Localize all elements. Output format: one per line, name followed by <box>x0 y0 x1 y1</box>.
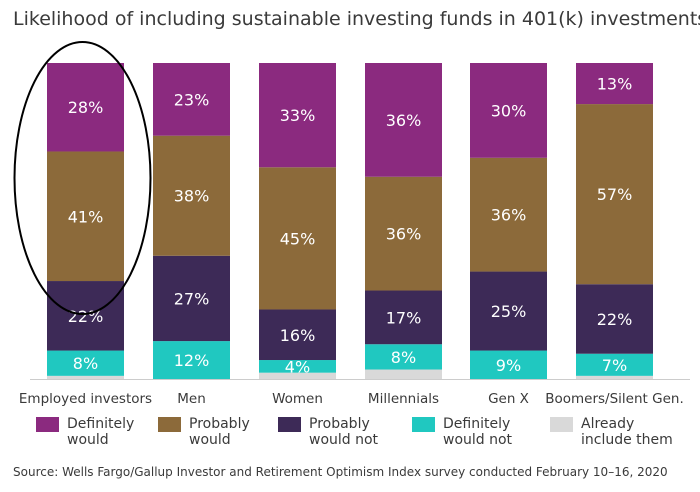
data-label: 17% <box>386 308 422 327</box>
data-label: 30% <box>491 101 527 120</box>
bar-segment-definitely-would-not <box>47 350 124 376</box>
legend-label: Probably would not <box>309 416 379 448</box>
bar-segment-already-include <box>365 369 442 379</box>
bar-segment-probably-would-not <box>47 281 124 351</box>
bar-segment-probably-would-not <box>365 290 442 345</box>
data-label: 25% <box>491 302 527 321</box>
bar-segment-definitely-would-not <box>470 350 547 379</box>
data-label: 45% <box>280 229 316 248</box>
highlight-ellipse <box>13 41 152 315</box>
bar-segment-definitely-would <box>470 63 547 158</box>
legend-swatch <box>412 417 435 432</box>
stacked-bar-chart: 8% 22% 41% 28% Employed investors 12% 27% 38% 23… <box>13 41 690 407</box>
legend-item-probably-would-not: Probably would not <box>278 416 378 448</box>
bar-segment-probably-would <box>153 135 230 256</box>
bar-segment-probably-would-not <box>470 271 547 351</box>
chart-legend: Definitely would Probably would Probably w… <box>36 416 696 456</box>
legend-item-probably-would: Probably would <box>158 416 250 448</box>
legend-item-already-include: Already include them <box>550 416 673 448</box>
data-label: 8% <box>391 348 416 367</box>
data-label: 9% <box>496 356 521 375</box>
category-label: Boomers/Silent Gen. <box>545 391 684 407</box>
bar-segment-probably-would-not <box>259 309 336 361</box>
data-label: 22% <box>597 310 633 329</box>
data-label: 36% <box>386 225 422 244</box>
legend-label: Definitely would <box>67 416 135 448</box>
data-label: 38% <box>174 187 210 206</box>
bar-segment-definitely-would <box>365 63 442 177</box>
legend-label: Definitely would not <box>443 416 513 448</box>
bar-segment-already-include <box>47 375 124 379</box>
category-label: Employed investors <box>19 391 152 407</box>
bar-segment-already-include <box>576 375 653 379</box>
category-label: Gen X <box>488 391 529 407</box>
legend-label: Probably would <box>189 416 250 448</box>
data-label: 33% <box>280 106 316 125</box>
legend-swatch <box>36 417 59 432</box>
data-label: 36% <box>491 206 527 225</box>
data-label: 23% <box>174 90 210 109</box>
data-label: 4% <box>285 357 310 376</box>
data-label: 7% <box>602 356 627 375</box>
bar-segment-definitely-would <box>259 63 336 168</box>
data-label: 27% <box>174 289 210 308</box>
legend-swatch <box>550 417 573 432</box>
category-label: Millennials <box>368 391 439 407</box>
bar-segment-already-include <box>259 372 336 379</box>
bar-segment-probably-would-not <box>153 255 230 342</box>
data-label: 13% <box>597 75 633 94</box>
bar-segment-definitely-would-not <box>576 353 653 376</box>
bar-segment-definitely-would-not <box>365 344 442 370</box>
legend-swatch <box>158 417 181 432</box>
bar-segment-probably-would <box>576 104 653 285</box>
bar-segment-probably-would-not <box>576 284 653 354</box>
source-note: Source: Wells Fargo/Gallup Investor and … <box>13 465 668 479</box>
data-label: 57% <box>597 185 633 204</box>
data-label: 16% <box>280 326 316 345</box>
data-label: 8% <box>73 354 98 373</box>
data-label: 36% <box>386 111 422 130</box>
bar-segment-definitely-would <box>47 63 124 152</box>
bar-segment-probably-would <box>470 157 547 272</box>
bar-segment-probably-would <box>259 167 336 310</box>
data-label: 28% <box>68 98 104 117</box>
category-label: Women <box>272 391 323 407</box>
data-label: 41% <box>68 207 104 226</box>
bar-segment-definitely-would-not <box>259 360 336 373</box>
legend-label: Already include them <box>581 416 673 448</box>
legend-item-definitely-would-not: Definitely would not <box>412 416 512 448</box>
data-label: 12% <box>174 351 210 370</box>
bar-segment-definitely-would <box>576 63 653 105</box>
chart-title: Likelihood of including sustainable inve… <box>13 8 700 30</box>
category-label: Men <box>177 391 206 407</box>
bar-segment-definitely-would-not <box>153 341 230 379</box>
legend-swatch <box>278 417 301 432</box>
legend-item-definitely-would: Definitely would <box>36 416 134 448</box>
bar-segment-probably-would <box>47 151 124 282</box>
bar-segment-definitely-would <box>153 63 230 136</box>
bar-segment-probably-would <box>365 176 442 291</box>
